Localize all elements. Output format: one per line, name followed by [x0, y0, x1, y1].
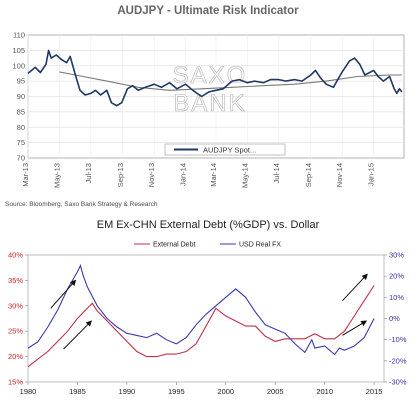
audjpy-spot-line	[27, 49, 403, 107]
em-debt-right-axis: -30% -20% -10% 0% 10% 20% 30%	[384, 251, 407, 387]
audjpy-y-axis: 70 75 80 85 90 95 100 105 110	[12, 31, 25, 163]
x-tick-label: Mar-13	[21, 163, 30, 187]
em-debt-chart-panel: EM Ex-CHN External Debt (%GDP) vs. Dolla…	[0, 215, 416, 403]
em-debt-plot-area	[27, 254, 385, 383]
audjpy-x-axis: Mar-13 May-13 Jul-13 Sep-13 Nov-13 Jan-14 Mar-…	[21, 163, 376, 188]
left-tick-label: 15%	[8, 378, 23, 387]
audjpy-legend-box	[164, 143, 286, 156]
audjpy-series-layer	[27, 49, 403, 107]
x-tick-label: 2015	[366, 387, 383, 396]
trend-arrow	[342, 320, 368, 336]
x-tick-label: 2005	[267, 387, 284, 396]
legend-label-external-debt: External Debt	[153, 242, 195, 249]
watermark-line-2: BANK	[173, 90, 246, 117]
y-tick-label: 105	[12, 46, 25, 55]
x-tick-label: 1990	[119, 387, 136, 396]
y-tick-label: 80	[17, 123, 25, 132]
audjpy-chart-title: AUDJPY - Ultimate Risk Indicator	[117, 5, 299, 17]
right-tick-label: -10%	[389, 335, 407, 344]
trend-arrow	[342, 273, 368, 302]
x-tick-label: Jul-14	[272, 163, 281, 183]
left-tick-label: 35%	[8, 276, 23, 285]
x-tick-label: Nov-13	[147, 163, 156, 187]
x-tick-label: Sep-14	[304, 163, 313, 187]
external-debt-line	[27, 285, 375, 368]
em-debt-left-axis: 15% 20% 25% 30% 35% 40%	[8, 251, 28, 387]
legend-label-usd-real-fx: USD Real FX	[239, 242, 281, 249]
x-tick-label: May-14	[240, 163, 249, 188]
left-tick-label: 20%	[8, 352, 23, 361]
x-tick-label: Nov-14	[335, 163, 344, 187]
x-tick-label: 1995	[168, 387, 185, 396]
x-tick-label: Jan-15	[367, 163, 376, 186]
x-tick-label: Sep-13	[116, 163, 125, 187]
y-tick-label: 75	[17, 138, 25, 147]
y-tick-label: 110	[13, 31, 25, 40]
right-tick-label: 30%	[389, 251, 404, 260]
y-tick-label: 100	[12, 61, 25, 70]
em-debt-legend: External Debt USD Real FX	[134, 242, 281, 249]
x-tick-label: Jan-14	[179, 163, 188, 186]
em-debt-chart-title: EM Ex-CHN External Debt (%GDP) vs. Dolla…	[97, 219, 320, 231]
x-tick-label: Mar-14	[209, 163, 218, 187]
right-tick-label: -30%	[389, 378, 407, 387]
trend-arrows	[50, 273, 368, 350]
usd-real-fx-line	[27, 264, 375, 356]
moving-average-line	[59, 71, 402, 91]
right-tick-label: 10%	[389, 293, 404, 302]
audjpy-chart-panel: AUDJPY - Ultimate Risk Indicator SAXO BA…	[5, 5, 405, 208]
em-debt-x-axis: 1980 1985 1990 1995 2000 2005 2010 2015	[20, 382, 383, 396]
trend-arrow	[63, 320, 92, 350]
audjpy-source-note: Source: Bloomberg, Saxo Bank Strategy & …	[5, 201, 158, 208]
x-tick-label: 2010	[316, 387, 333, 396]
audjpy-legend: AUDJPY Spot...	[164, 143, 286, 156]
x-tick-label: 2000	[217, 387, 234, 396]
audjpy-watermark: SAXO BANK	[172, 62, 246, 118]
x-tick-label: 1980	[20, 387, 37, 396]
y-tick-label: 90	[17, 92, 25, 101]
x-tick-label: 1985	[69, 387, 86, 396]
right-tick-label: 20%	[389, 272, 404, 281]
audjpy-gridlines	[27, 35, 404, 158]
left-tick-label: 25%	[8, 327, 23, 336]
trend-arrow	[50, 279, 77, 309]
left-tick-label: 40%	[8, 251, 23, 260]
em-debt-chart-svg: EM Ex-CHN External Debt (%GDP) vs. Dolla…	[8, 219, 407, 396]
audjpy-legend-label: AUDJPY Spot...	[203, 146, 256, 155]
right-tick-label: 0%	[389, 314, 400, 323]
right-tick-label: -20%	[389, 356, 407, 365]
x-tick-label: May-13	[52, 163, 61, 188]
em-debt-series-layer	[27, 264, 375, 368]
y-tick-label: 95	[17, 77, 25, 86]
y-tick-label: 70	[17, 154, 25, 163]
y-tick-label: 85	[17, 107, 25, 116]
x-tick-label: Jul-13	[84, 163, 93, 183]
left-tick-label: 30%	[8, 301, 23, 310]
audjpy-chart-svg: AUDJPY - Ultimate Risk Indicator SAXO BA…	[5, 5, 405, 208]
